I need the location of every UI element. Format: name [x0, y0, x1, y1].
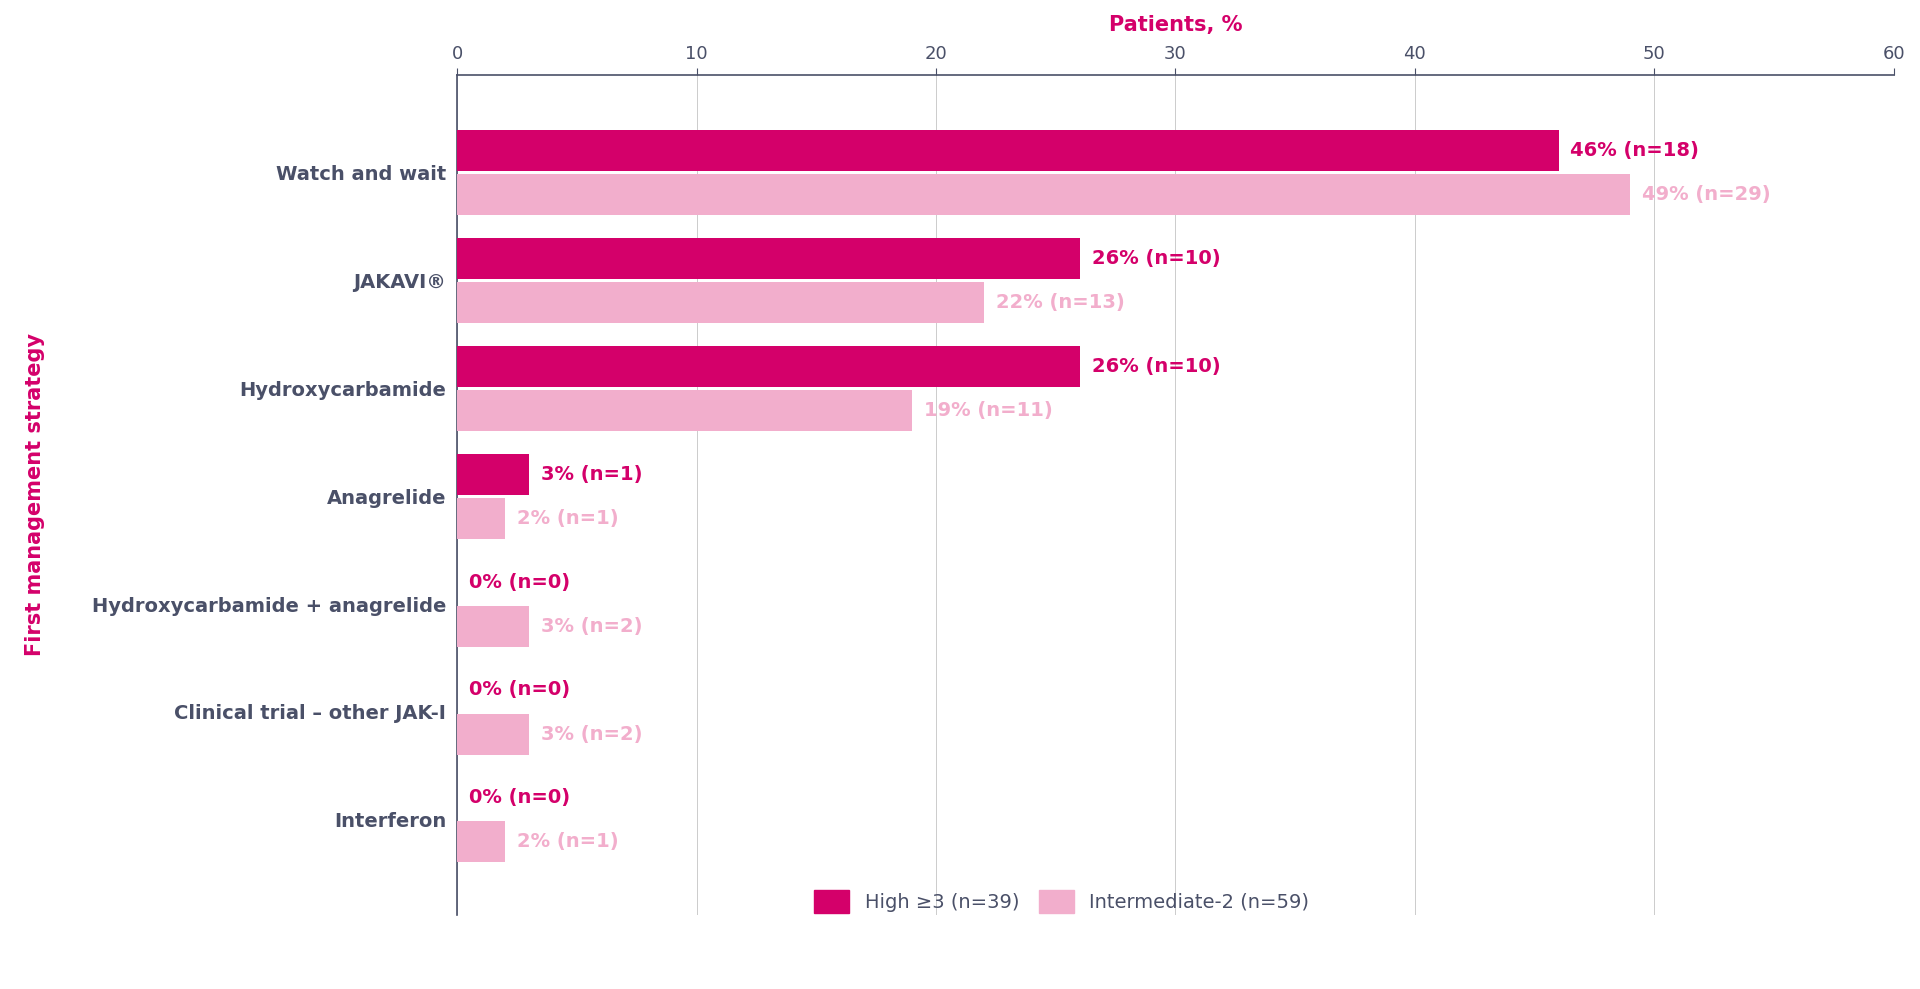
X-axis label: Patients, %: Patients, % [1108, 15, 1242, 35]
Text: 0% (n=0): 0% (n=0) [468, 680, 570, 699]
Text: 22% (n=13): 22% (n=13) [996, 294, 1125, 313]
Text: 0% (n=0): 0% (n=0) [468, 573, 570, 591]
Text: 46% (n=18): 46% (n=18) [1571, 141, 1699, 160]
Text: 26% (n=10): 26% (n=10) [1092, 357, 1221, 376]
Text: 2% (n=1): 2% (n=1) [516, 833, 618, 852]
Bar [457, 282, 983, 323]
Bar [457, 390, 912, 431]
Bar [457, 714, 530, 755]
Text: 3% (n=2): 3% (n=2) [541, 725, 643, 744]
Bar [457, 346, 1079, 387]
Bar [457, 174, 1630, 216]
Text: 0% (n=0): 0% (n=0) [468, 788, 570, 807]
Text: 2% (n=1): 2% (n=1) [516, 509, 618, 528]
Legend: High ≥3 (n=39), Intermediate-2 (n=59): High ≥3 (n=39), Intermediate-2 (n=59) [814, 890, 1309, 913]
Text: 49% (n=29): 49% (n=29) [1642, 185, 1770, 205]
Bar [457, 605, 530, 647]
Text: 26% (n=10): 26% (n=10) [1092, 249, 1221, 268]
Bar [457, 497, 505, 539]
Bar [457, 454, 530, 494]
Bar [457, 238, 1079, 279]
Text: 3% (n=1): 3% (n=1) [541, 465, 643, 484]
Text: 19% (n=11): 19% (n=11) [924, 402, 1052, 420]
Text: First management strategy: First management strategy [25, 333, 44, 656]
Text: 3% (n=2): 3% (n=2) [541, 617, 643, 636]
Bar [457, 131, 1559, 171]
Bar [457, 822, 505, 862]
